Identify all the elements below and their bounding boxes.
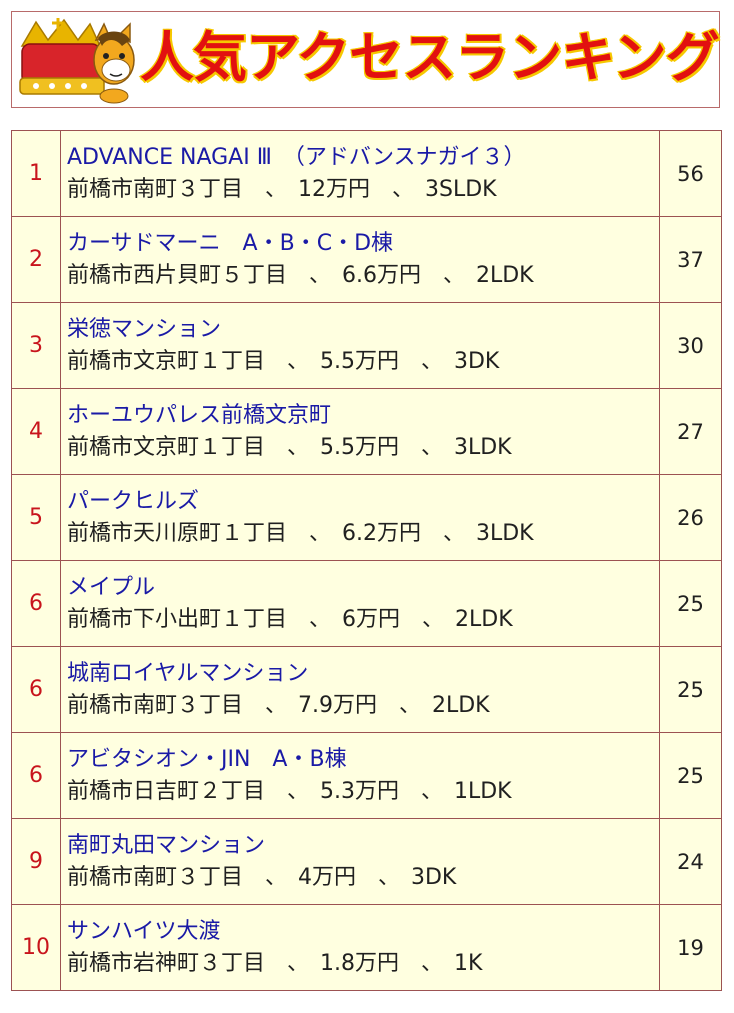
property-name-link[interactable]: パークヒルズ (67, 488, 200, 514)
access-count: 30 (659, 302, 722, 389)
property-info-cell: メイプル前橋市下小出町１丁目 、 6万円 、 2LDK (60, 560, 660, 647)
property-details: 前橋市南町３丁目 、 4万円 、 3DK (67, 864, 457, 890)
access-count: 25 (659, 732, 722, 819)
property-info-cell: 南町丸田マンション前橋市南町３丁目 、 4万円 、 3DK (60, 818, 660, 905)
rank-number: 2 (11, 216, 61, 303)
access-count: 25 (659, 646, 722, 733)
property-info-cell: カーサドマーニ A・B・C・D棟前橋市西片貝町５丁目 、 6.6万円 、 2LD… (60, 216, 660, 303)
access-count: 19 (659, 904, 722, 991)
ranking-row[interactable]: 3 栄徳マンション 前橋市文京町１丁目 、 5.5万円 、 3DK 30 (11, 302, 722, 389)
property-details: 前橋市日吉町２丁目 、 5.3万円 、 1LDK (67, 778, 512, 804)
rank-number: 6 (11, 560, 61, 647)
mascot-with-crown-icon (19, 18, 135, 104)
property-info-cell: 栄徳マンション前橋市文京町１丁目 、 5.5万円 、 3DK (60, 302, 660, 389)
rank-number: 9 (11, 818, 61, 905)
rank-number: 4 (11, 388, 61, 475)
property-name-link[interactable]: ADVANCE NAGAI Ⅲ （アドバンスナガイ３） (67, 144, 526, 170)
ranking-header-banner: 人気アクセスランキング (11, 11, 721, 108)
access-count: 25 (659, 560, 722, 647)
property-info-cell: ホーユウパレス前橋文京町前橋市文京町１丁目 、 5.5万円 、 3LDK (60, 388, 660, 475)
access-count: 24 (659, 818, 722, 905)
property-name-link[interactable]: 栄徳マンション (67, 316, 222, 342)
rank-number: 3 (11, 302, 61, 389)
property-name-link[interactable]: アビタシオン・JIN A・B棟 (67, 746, 347, 772)
rank-number: 6 (11, 646, 61, 733)
access-count: 27 (659, 388, 722, 475)
property-info-cell: アビタシオン・JIN A・B棟前橋市日吉町２丁目 、 5.3万円 、 1LDK (60, 732, 660, 819)
property-details: 前橋市南町３丁目 、 12万円 、 3SLDK (67, 176, 497, 202)
property-details: 前橋市西片貝町５丁目 、 6.6万円 、 2LDK (67, 262, 534, 288)
ranking-row[interactable]: 2 カーサドマーニ A・B・C・D棟前橋市西片貝町５丁目 、 6.6万円 、 2L… (11, 216, 722, 303)
property-name-link[interactable]: サンハイツ大渡 (67, 918, 221, 944)
access-count: 56 (659, 130, 722, 217)
property-details: 前橋市岩神町３丁目 、 1.8万円 、 1K (67, 950, 483, 976)
ranking-row[interactable]: 10 サンハイツ大渡 前橋市岩神町３丁目 、 1.8万円 、 1K 19 (11, 904, 722, 991)
property-name-link[interactable]: メイプル (67, 574, 156, 600)
property-name-link[interactable]: 南町丸田マンション (67, 832, 266, 858)
property-name-link[interactable]: 城南ロイヤルマンション (67, 660, 309, 686)
property-info-cell: ADVANCE NAGAI Ⅲ （アドバンスナガイ３） 前橋市南町３丁目 、 12… (60, 130, 660, 217)
ranking-table-body: 1 ADVANCE NAGAI Ⅲ （アドバンスナガイ３） 前橋市南町３丁目 、 1… (11, 130, 722, 991)
page-title: 人気アクセスランキング (139, 25, 721, 90)
property-details: 前橋市文京町１丁目 、 5.5万円 、 3LDK (67, 434, 512, 460)
ranking-row[interactable]: 5 パークヒルズ 前橋市天川原町１丁目 、 6.2万円 、 3LDK 26 (11, 474, 722, 561)
rank-number: 10 (11, 904, 61, 991)
property-details: 前橋市南町３丁目 、 7.9万円 、 2LDK (67, 692, 490, 718)
property-name-link[interactable]: ホーユウパレス前橋文京町 (67, 402, 332, 428)
ranking-row[interactable]: 6 メイプル 前橋市下小出町１丁目 、 6万円 、 2LDK 25 (11, 560, 722, 647)
rank-number: 1 (11, 130, 61, 217)
property-details: 前橋市天川原町１丁目 、 6.2万円 、 3LDK (67, 520, 534, 546)
ranking-row[interactable]: 9 南町丸田マンション 前橋市南町３丁目 、 4万円 、 3DK 24 (11, 818, 722, 905)
rank-number: 6 (11, 732, 61, 819)
property-info-cell: サンハイツ大渡前橋市岩神町３丁目 、 1.8万円 、 1K (60, 904, 660, 991)
rank-number: 5 (11, 474, 61, 561)
ranking-row[interactable]: 6 アビタシオン・JIN A・B棟前橋市日吉町２丁目 、 5.3万円 、 1LDK… (11, 732, 722, 819)
property-details: 前橋市下小出町１丁目 、 6万円 、 2LDK (67, 606, 513, 632)
property-info-cell: 城南ロイヤルマンション前橋市南町３丁目 、 7.9万円 、 2LDK (60, 646, 660, 733)
ranking-row[interactable]: 1 ADVANCE NAGAI Ⅲ （アドバンスナガイ３） 前橋市南町３丁目 、 1… (11, 130, 722, 217)
ranking-table: 1 ADVANCE NAGAI Ⅲ （アドバンスナガイ３） 前橋市南町３丁目 、 1… (11, 130, 722, 991)
property-details: 前橋市文京町１丁目 、 5.5万円 、 3DK (67, 348, 500, 374)
ranking-row[interactable]: 6 城南ロイヤルマンション 前橋市南町３丁目 、 7.9万円 、 2LDK 25 (11, 646, 722, 733)
access-count: 26 (659, 474, 722, 561)
property-info-cell: パークヒルズ前橋市天川原町１丁目 、 6.2万円 、 3LDK (60, 474, 660, 561)
property-name-link[interactable]: カーサドマーニ A・B・C・D棟 (67, 230, 394, 256)
access-count: 37 (659, 216, 722, 303)
ranking-row[interactable]: 4 ホーユウパレス前橋文京町 前橋市文京町１丁目 、 5.5万円 、 3LDK 27 (11, 388, 722, 475)
